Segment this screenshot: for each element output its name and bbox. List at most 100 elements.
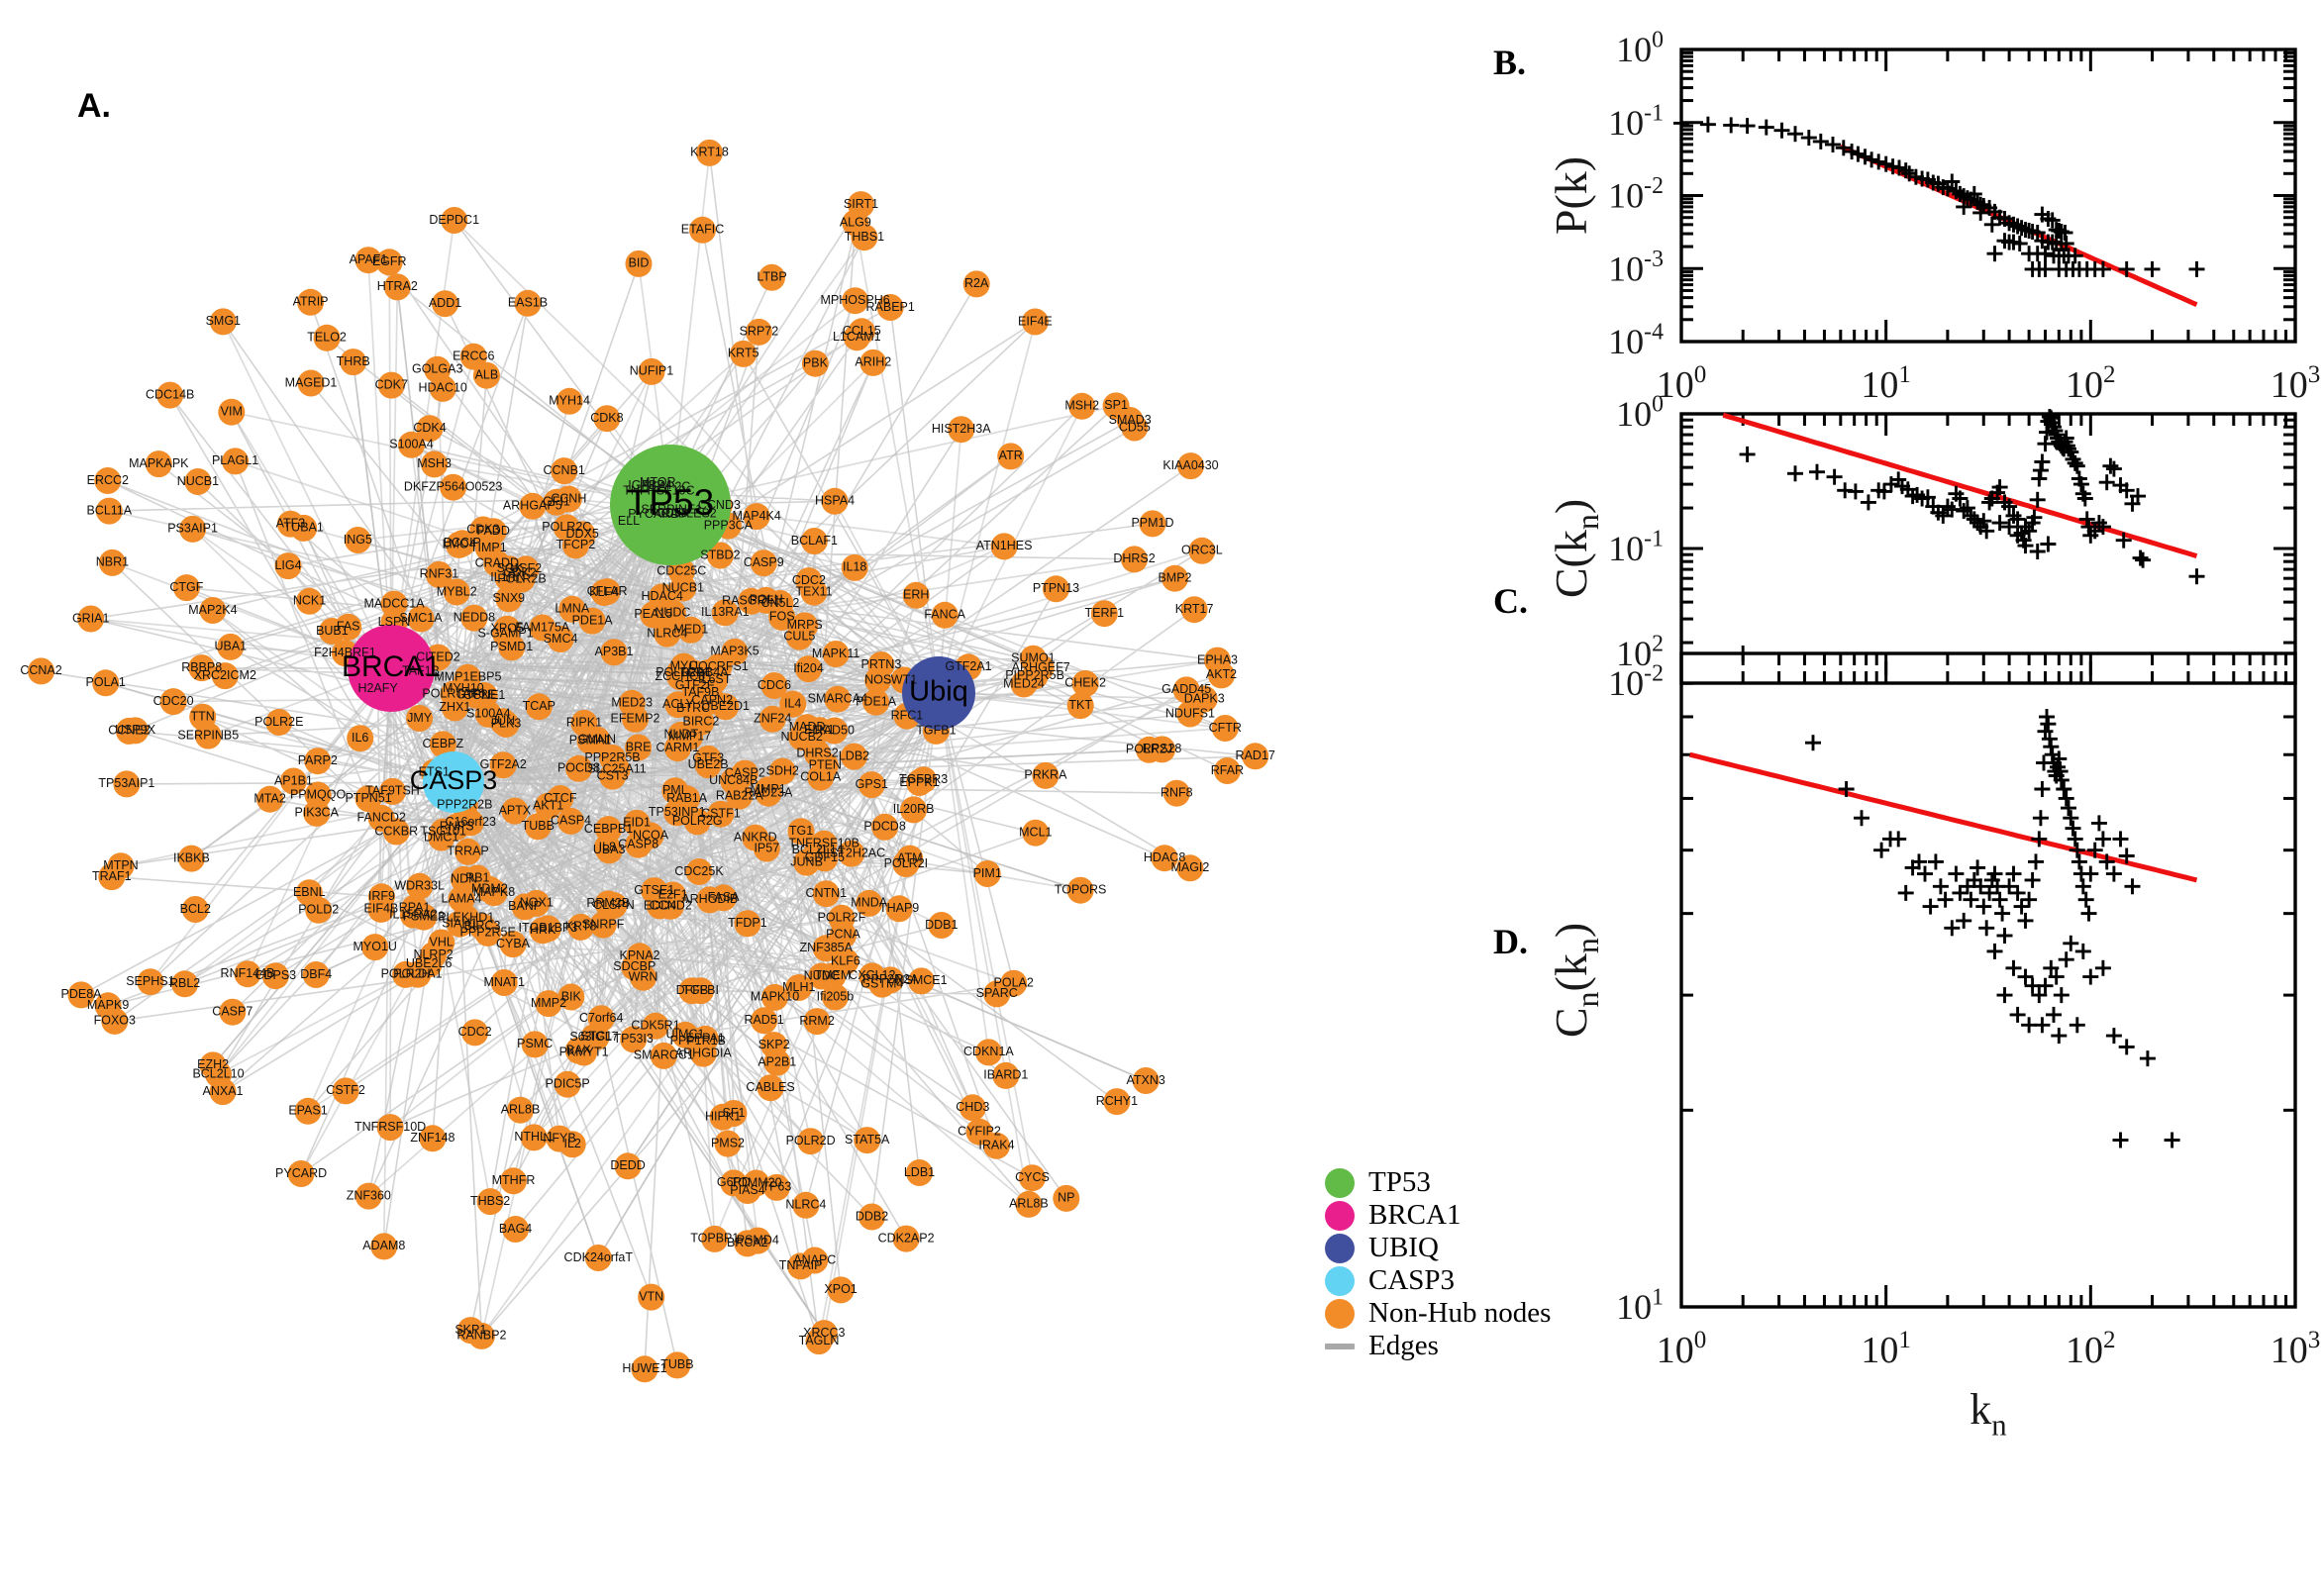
- network-node[interactable]: [580, 1024, 608, 1051]
- network-node[interactable]: [217, 633, 245, 660]
- network-node[interactable]: [638, 1283, 665, 1311]
- network-node[interactable]: [274, 552, 302, 580]
- network-node[interactable]: [1015, 1190, 1043, 1218]
- network-node[interactable]: [795, 567, 823, 595]
- network-node[interactable]: [1021, 662, 1049, 690]
- network-node[interactable]: [854, 1127, 881, 1154]
- hub-node-tp53[interactable]: [610, 445, 731, 565]
- network-node[interactable]: [928, 912, 956, 939]
- network-node[interactable]: [493, 615, 521, 643]
- network-node[interactable]: [354, 1182, 382, 1210]
- network-node[interactable]: [492, 710, 520, 738]
- network-node[interactable]: [500, 1167, 527, 1195]
- network-node[interactable]: [822, 641, 850, 667]
- network-node[interactable]: [461, 1019, 489, 1047]
- network-node[interactable]: [472, 361, 500, 389]
- network-node[interactable]: [145, 450, 172, 478]
- network-node[interactable]: [370, 1233, 398, 1260]
- network-node[interactable]: [637, 822, 664, 849]
- network-node[interactable]: [721, 638, 749, 665]
- network-node[interactable]: [383, 273, 411, 301]
- network-node[interactable]: [663, 1351, 691, 1379]
- network-node[interactable]: [297, 369, 325, 397]
- network-node[interactable]: [565, 754, 592, 782]
- network-node[interactable]: [744, 1227, 771, 1254]
- network-node[interactable]: [751, 1007, 778, 1035]
- network-node[interactable]: [432, 290, 458, 318]
- network-node[interactable]: [594, 890, 622, 918]
- network-node[interactable]: [599, 762, 627, 790]
- network-node[interactable]: [1032, 761, 1060, 789]
- network-node[interactable]: [287, 1160, 315, 1187]
- network-node[interactable]: [490, 969, 518, 996]
- network-node[interactable]: [973, 860, 1001, 887]
- network-node[interactable]: [793, 714, 821, 742]
- network-node[interactable]: [199, 597, 227, 624]
- network-node[interactable]: [638, 357, 665, 385]
- network-node[interactable]: [687, 977, 715, 1005]
- network-node[interactable]: [762, 1173, 790, 1201]
- network-node[interactable]: [696, 886, 724, 914]
- network-node[interactable]: [179, 515, 207, 543]
- network-node[interactable]: [768, 757, 796, 785]
- network-node[interactable]: [797, 1128, 825, 1155]
- network-node[interactable]: [340, 349, 367, 376]
- network-node[interactable]: [983, 980, 1011, 1008]
- network-node[interactable]: [990, 533, 1018, 560]
- network-node[interactable]: [711, 599, 739, 627]
- network-node[interactable]: [451, 865, 478, 893]
- network-node[interactable]: [376, 1114, 404, 1142]
- network-node[interactable]: [159, 688, 187, 716]
- network-node[interactable]: [910, 766, 938, 794]
- network-node[interactable]: [974, 1039, 1002, 1066]
- network-node[interactable]: [95, 497, 123, 525]
- network-node[interactable]: [824, 685, 852, 713]
- network-node[interactable]: [211, 662, 239, 690]
- network-node[interactable]: [631, 1355, 658, 1383]
- network-node[interactable]: [1132, 1067, 1160, 1094]
- network-node[interactable]: [669, 574, 697, 602]
- network-node[interactable]: [279, 767, 307, 795]
- network-node[interactable]: [801, 349, 829, 377]
- network-node[interactable]: [256, 785, 284, 813]
- network-node[interactable]: [290, 514, 318, 542]
- network-node[interactable]: [599, 745, 626, 771]
- network-node[interactable]: [535, 792, 562, 820]
- network-node[interactable]: [885, 895, 913, 923]
- network-node[interactable]: [547, 626, 574, 652]
- network-node[interactable]: [347, 725, 374, 752]
- network-node[interactable]: [474, 919, 502, 947]
- network-graph[interactable]: THAP9 CDC14B KIAA0430 CDC25K ARL8B TAF9B MAGI2…: [0, 0, 1426, 1596]
- network-node[interactable]: [1022, 819, 1050, 847]
- network-node[interactable]: [685, 858, 713, 885]
- hub-node-ubiq[interactable]: [902, 656, 975, 730]
- network-node[interactable]: [1176, 700, 1204, 728]
- network-node[interactable]: [443, 813, 470, 841]
- network-node[interactable]: [1208, 661, 1235, 689]
- network-node[interactable]: [625, 734, 653, 761]
- network-node[interactable]: [787, 818, 815, 846]
- network-node[interactable]: [755, 776, 782, 804]
- network-node[interactable]: [456, 1317, 484, 1345]
- network-node[interactable]: [520, 1124, 548, 1151]
- network-node[interactable]: [640, 601, 667, 629]
- network-node[interactable]: [361, 934, 389, 961]
- network-node[interactable]: [1151, 845, 1178, 872]
- network-node[interactable]: [318, 618, 346, 645]
- network-node[interactable]: [743, 1169, 770, 1197]
- network-node[interactable]: [77, 605, 105, 633]
- network-node[interactable]: [734, 910, 761, 938]
- network-node[interactable]: [758, 263, 785, 291]
- network-node[interactable]: [265, 709, 293, 736]
- network-node[interactable]: [113, 770, 141, 798]
- network-node[interactable]: [525, 693, 553, 721]
- network-node[interactable]: [654, 620, 681, 648]
- network-node[interactable]: [689, 1040, 717, 1067]
- network-node[interactable]: [354, 785, 382, 813]
- network-node[interactable]: [495, 585, 523, 613]
- network-node[interactable]: [683, 808, 711, 836]
- network-node[interactable]: [489, 751, 517, 779]
- network-node[interactable]: [304, 748, 332, 775]
- network-node[interactable]: [745, 318, 772, 346]
- network-node[interactable]: [519, 492, 547, 520]
